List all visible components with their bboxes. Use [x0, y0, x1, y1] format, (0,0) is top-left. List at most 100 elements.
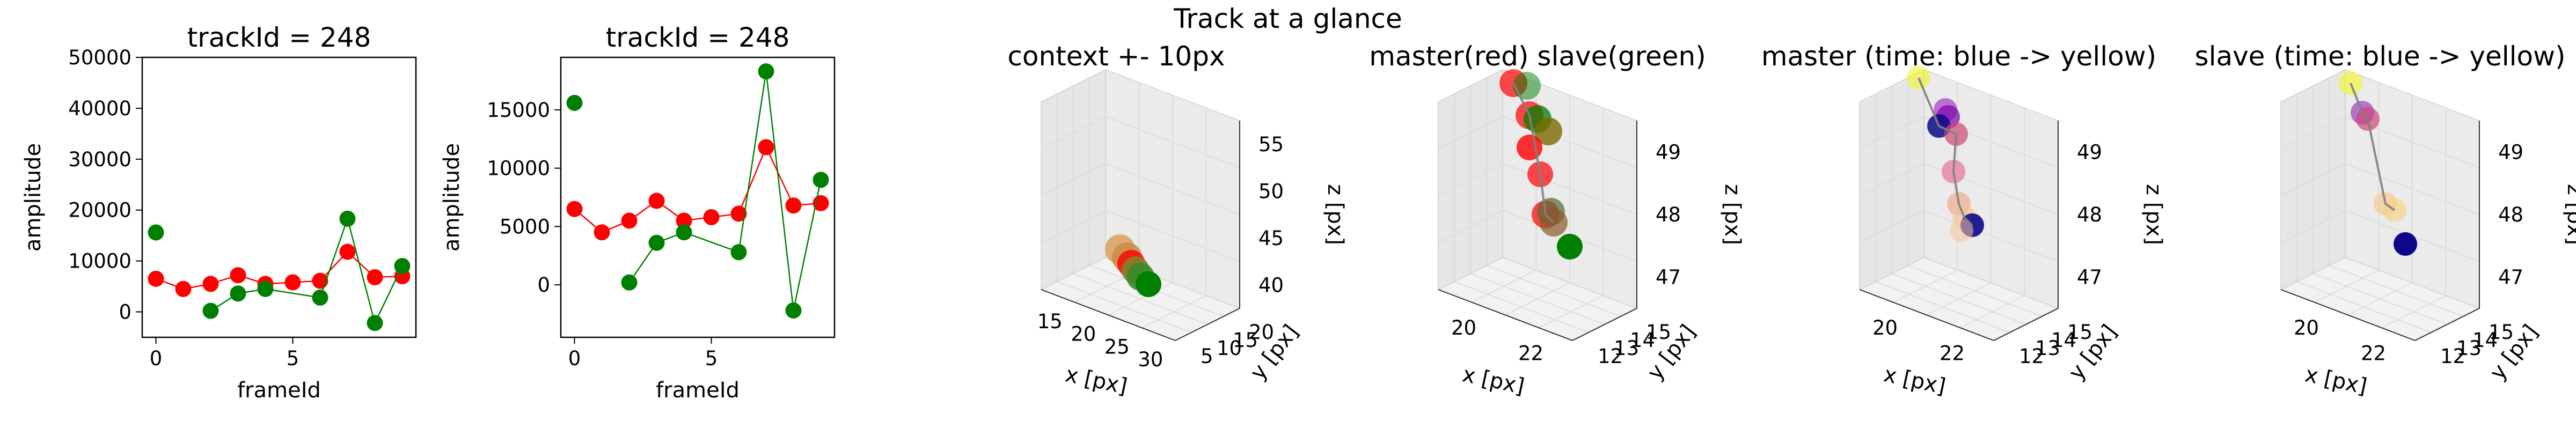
data-point — [367, 315, 383, 331]
series-1 — [148, 243, 411, 297]
data-point — [785, 302, 802, 319]
y-tick-label: 40000 — [68, 97, 131, 120]
data-point — [676, 224, 692, 241]
data-point — [1557, 234, 1583, 260]
grid-line — [2329, 265, 2464, 317]
y-tick-label: 20000 — [68, 199, 131, 222]
y-tick-label: 15 — [1233, 329, 1258, 352]
chart-panel-2: trackId = 248 0 5 0 5000 10000 15000 frameId amp… — [440, 22, 836, 403]
x-axis-label: frameId — [656, 378, 740, 403]
data-point — [312, 289, 328, 306]
y-tick-label: 13 — [1614, 337, 1639, 360]
z-tick-label: 48 — [2077, 203, 2102, 226]
y-axis-line — [1175, 308, 1240, 341]
z-tick-label: 47 — [2077, 266, 2102, 289]
y-tick-label: 20 — [1249, 321, 1274, 344]
x-tick-label: 22 — [1518, 342, 1543, 365]
data-point — [148, 270, 164, 287]
x-axis-label: x [px] — [1063, 362, 1130, 399]
data-point — [1950, 219, 1973, 242]
z-tick-label: 49 — [2498, 140, 2523, 164]
markers — [1499, 69, 1583, 260]
series-2 — [148, 210, 411, 331]
x-tick-label: 22 — [2361, 342, 2386, 365]
z-axis-label: z [px] — [1720, 184, 1745, 245]
y-tick-label: 13 — [2456, 337, 2482, 360]
y-tick-label: 12 — [2440, 345, 2465, 368]
grid-line — [2381, 295, 2446, 328]
y-axis-label: amplitude — [21, 143, 46, 252]
data-point — [566, 94, 583, 111]
data-point — [339, 210, 356, 227]
grid-line — [1859, 116, 1924, 150]
chart-title: context +- 10px — [1007, 41, 1225, 72]
y-tick-label: 12 — [2019, 345, 2044, 368]
y-axis-line — [2414, 308, 2480, 341]
series-line — [574, 145, 821, 233]
z-tick-label: 49 — [2077, 140, 2102, 164]
data-point — [2394, 232, 2417, 256]
grid-line — [1539, 295, 1604, 328]
track-line — [2350, 83, 2396, 211]
z-tick-label: 45 — [1258, 227, 1284, 250]
data-point — [648, 234, 665, 251]
z-tick-label: 47 — [2498, 266, 2523, 289]
grid-line — [1438, 116, 1503, 150]
y-tick-label: 10000 — [487, 157, 550, 180]
plot-area — [141, 56, 417, 338]
plot-area — [560, 56, 836, 338]
x-axis-line — [1859, 289, 1994, 341]
grid-line — [1891, 273, 2026, 325]
x-tick-label: 22 — [1940, 342, 1965, 365]
data-point — [785, 197, 802, 214]
series-1 — [566, 139, 829, 241]
y-tick-label: 0 — [119, 301, 131, 324]
grid-line — [1141, 295, 1206, 328]
z-tick-label: 48 — [2498, 203, 2523, 226]
markers — [1907, 66, 1984, 242]
data-point — [230, 285, 246, 302]
markers — [2339, 71, 2417, 256]
x-axis-line — [2280, 289, 2416, 341]
x-tick-label: 20 — [1872, 316, 1898, 339]
grid-line — [1041, 116, 1106, 150]
data-point — [202, 302, 219, 319]
data-point — [394, 258, 411, 275]
figure-suptitle: Track at a glance — [1173, 3, 1402, 34]
y-tick-label: 12 — [1598, 345, 1623, 368]
chart-title: master (time: blue -> yellow) — [1761, 41, 2156, 72]
x-axis-label: x [px] — [1460, 362, 1527, 399]
x-tick-label: 0 — [150, 347, 163, 370]
x-axis-line — [1041, 289, 1176, 341]
grid-line — [1073, 273, 1208, 325]
y-tick-label: 5 — [1201, 345, 1213, 368]
grid-line — [1470, 273, 1605, 325]
z-axis-label: z [px] — [2141, 184, 2166, 245]
grid-line — [1486, 265, 1621, 317]
track-line — [1512, 83, 1555, 224]
z-tick-label: 55 — [1258, 133, 1284, 156]
data-point — [1534, 117, 1562, 145]
data-point — [621, 274, 638, 291]
y-tick-label: 14 — [2051, 329, 2076, 352]
data-point — [758, 139, 774, 156]
data-point — [230, 267, 246, 284]
z-tick-label: 50 — [1258, 180, 1284, 203]
data-point — [648, 193, 665, 209]
chart-title: slave (time: blue -> yellow) — [2195, 41, 2566, 72]
y-axis-line — [1572, 308, 1637, 341]
chart-panel-6: slave (time: blue -> yellow) 20 22 12131415… — [2195, 41, 2576, 399]
grid-line — [2312, 273, 2448, 325]
x-axis-label: x [px] — [2303, 362, 2369, 399]
x-axis-label: x [px] — [1882, 362, 1948, 399]
y-tick-label: 15000 — [487, 99, 550, 122]
data-point — [566, 201, 583, 217]
y-tick-label: 50000 — [68, 46, 131, 69]
data-point — [730, 244, 747, 261]
x-tick-label: 20 — [1071, 323, 1096, 346]
chart-panel-5: master (time: blue -> yellow) 20 22 1213141… — [1761, 41, 2166, 399]
z-axis-label: z [px] — [1323, 184, 1348, 245]
